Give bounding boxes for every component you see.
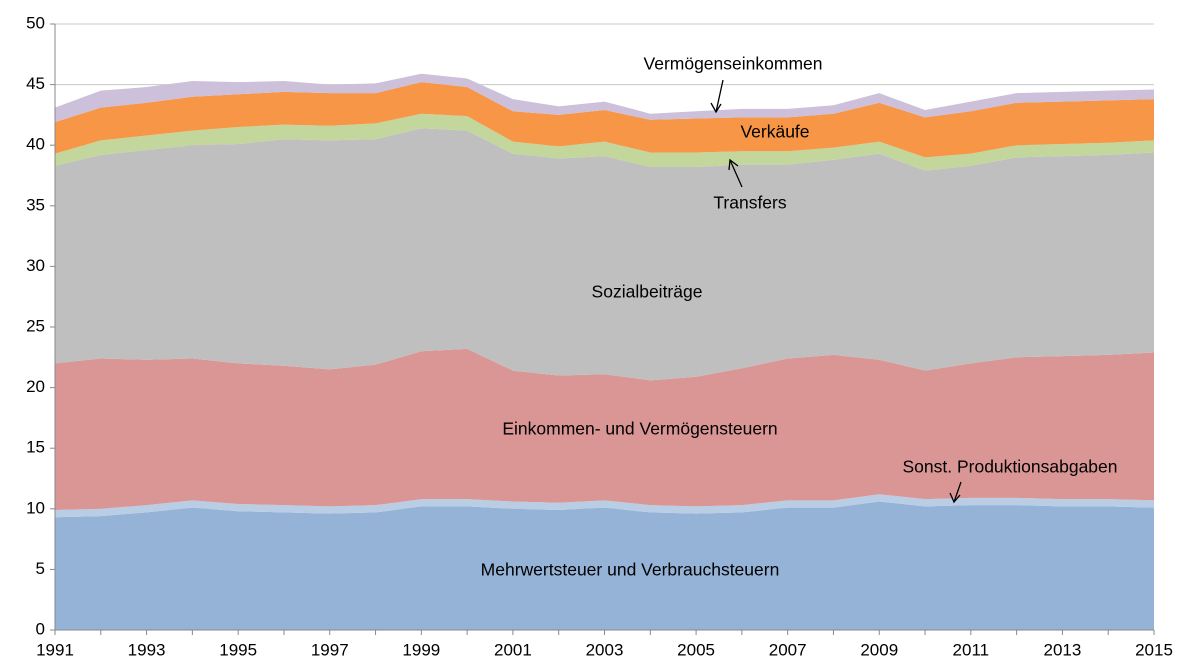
axes: 0 5 10 15 20 25 30 35 40 45 50 1991 1993 1995 1997 1999… xyxy=(26,13,1173,659)
area xyxy=(55,501,1154,630)
area xyxy=(55,348,1154,511)
x-tick-label: 2015 xyxy=(1135,640,1173,659)
series-label: Sozialbeiträge xyxy=(592,282,703,302)
annotations: Vermögenseinkommen Verkäufe Transfers So… xyxy=(481,54,1118,580)
series-label: Vermögenseinkommen xyxy=(644,54,823,74)
arrow xyxy=(729,159,743,188)
y-tick-label: 10 xyxy=(26,498,45,517)
x-tick-label: 2011 xyxy=(953,640,990,659)
series-label: Transfers xyxy=(713,193,787,213)
y-tick-label: 35 xyxy=(26,195,45,214)
y-tick-label: 5 xyxy=(36,559,45,578)
x-tick-label: 1997 xyxy=(311,640,349,659)
x-tick-label: 2001 xyxy=(494,640,532,659)
y-tick-label: 0 xyxy=(36,619,45,638)
x-tick-label: 1991 xyxy=(36,640,74,659)
series-label: Sonst. Produktionsabgaben xyxy=(902,457,1117,477)
series-label: Mehrwertsteuer und Verbrauchsteuern xyxy=(481,560,780,580)
y-tick-label: 20 xyxy=(26,377,45,396)
y-tick-label: 25 xyxy=(26,316,45,335)
y-tick-label: 50 xyxy=(26,13,45,32)
x-tick-label: 1993 xyxy=(128,640,166,659)
x-tick-label: 2005 xyxy=(677,640,715,659)
x-tick-label: 2009 xyxy=(860,640,898,659)
area xyxy=(55,128,1154,381)
y-tick-label: 15 xyxy=(26,438,45,457)
x-tick-label: 2013 xyxy=(1044,640,1082,659)
x-tick-label: 1995 xyxy=(219,640,257,659)
arrow-head xyxy=(710,102,722,114)
arrow-head xyxy=(728,158,739,171)
area xyxy=(55,113,1154,171)
area xyxy=(55,82,1154,158)
y-tick-label: 40 xyxy=(26,135,45,154)
area xyxy=(55,494,1154,518)
arrow xyxy=(715,79,724,113)
areas xyxy=(55,73,1154,630)
series-label: Verkäufe xyxy=(740,122,809,142)
arrow xyxy=(953,481,962,503)
y-tick-label: 30 xyxy=(26,256,45,275)
x-tick-label: 2003 xyxy=(586,640,624,659)
y-tick-label: 45 xyxy=(26,74,45,93)
series-label: Einkommen- und Vermögensteuern xyxy=(502,419,777,439)
x-tick-label: 2007 xyxy=(769,640,807,659)
area xyxy=(55,73,1154,123)
x-tick-label: 1999 xyxy=(402,640,440,659)
arrow-head xyxy=(949,492,961,504)
